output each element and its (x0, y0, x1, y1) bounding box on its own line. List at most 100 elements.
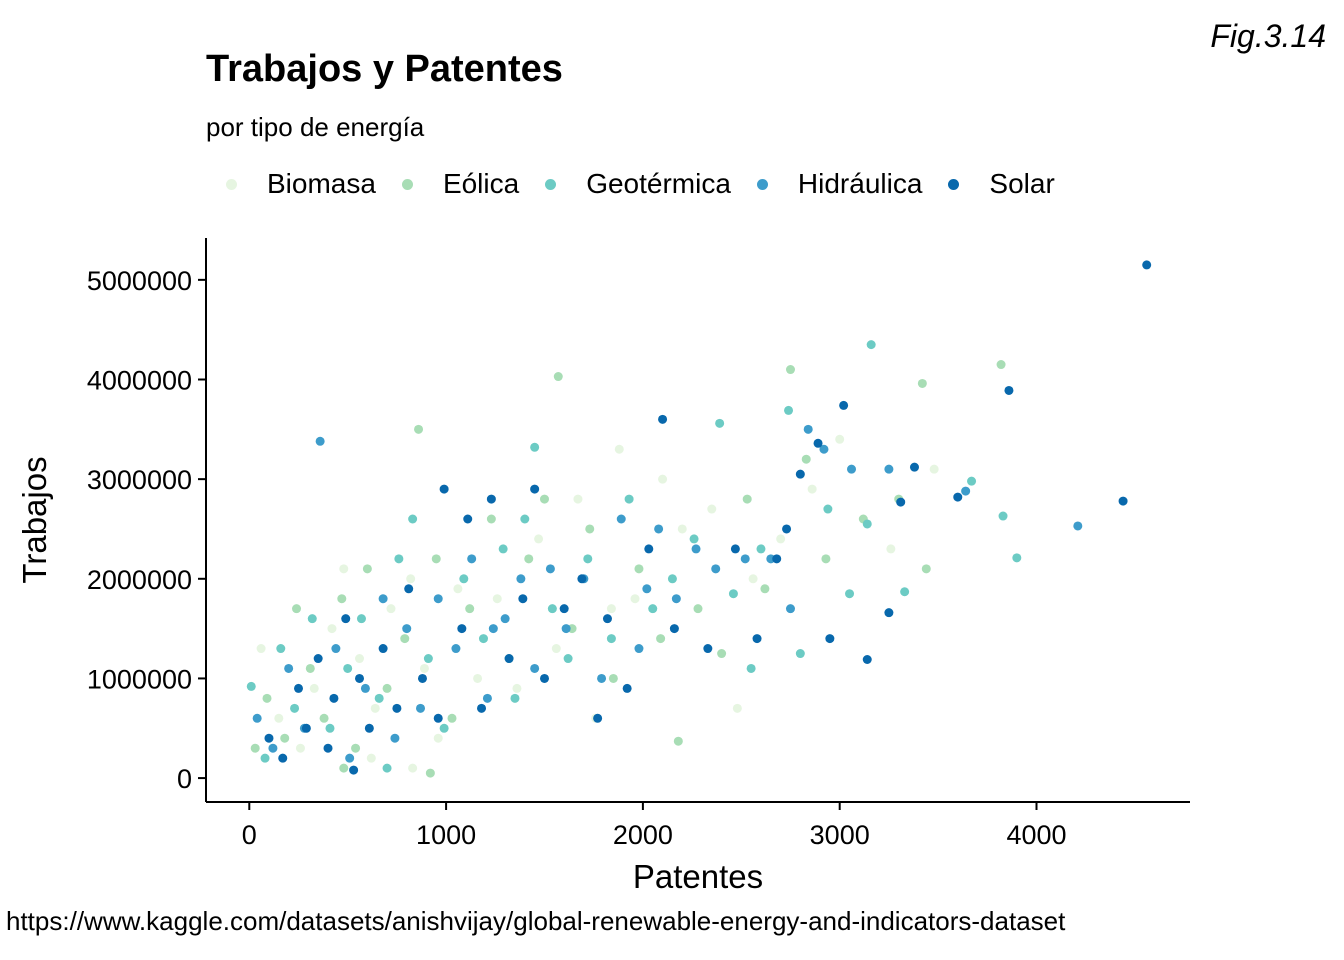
point-biomasa (748, 574, 758, 584)
point-hidraulica (500, 614, 510, 624)
point-biomasa (339, 564, 349, 574)
point-solar (602, 614, 612, 624)
point-geotermica (423, 654, 433, 664)
point-biomasa (406, 574, 416, 584)
point-hidraulica (654, 524, 664, 534)
point-biomasa (835, 434, 845, 444)
point-biomasa (256, 644, 266, 654)
point-eolica (337, 594, 347, 604)
point-solar (862, 655, 872, 665)
y-axis-title: Trabajos (16, 456, 53, 583)
point-biomasa (658, 474, 668, 484)
point-hidraulica (691, 544, 701, 554)
point-hidraulica (516, 574, 526, 584)
point-solar (457, 624, 467, 634)
legend-label-hidraulica: Hidráulica (797, 168, 923, 199)
point-biomasa (807, 484, 817, 494)
point-biomasa (534, 534, 544, 544)
point-solar (752, 634, 762, 644)
point-biomasa (551, 644, 561, 654)
point-geotermica (866, 340, 876, 350)
point-solar (504, 654, 514, 664)
point-geotermica (746, 663, 756, 673)
point-hidraulica (803, 424, 813, 434)
point-hidraulica (847, 464, 857, 474)
point-eolica (634, 564, 644, 574)
point-geotermica (439, 723, 449, 733)
point-eolica (693, 604, 703, 614)
point-solar (439, 484, 449, 494)
point-solar (1118, 496, 1128, 506)
point-hidraulica (416, 703, 426, 713)
point-solar (518, 594, 528, 604)
point-geotermica (530, 442, 540, 452)
point-hidraulica (785, 604, 795, 614)
point-biomasa (370, 703, 380, 713)
point-geotermica (356, 614, 366, 624)
point-hidraulica (345, 753, 355, 763)
point-solar (730, 544, 740, 554)
point-solar (392, 703, 402, 713)
point-geotermica (624, 494, 634, 504)
legend-label-geotermica: Geotérmica (586, 168, 731, 199)
point-hidraulica (545, 564, 555, 574)
point-eolica (801, 454, 811, 464)
point-eolica (414, 424, 424, 434)
point-geotermica (547, 604, 557, 614)
point-biomasa (366, 753, 376, 763)
point-hidraulica (561, 624, 571, 634)
point-geotermica (307, 614, 317, 624)
point-hidraulica (884, 464, 894, 474)
point-geotermica (689, 534, 699, 544)
point-hidraulica (616, 514, 626, 524)
point-eolica (917, 378, 927, 388)
point-eolica (742, 494, 752, 504)
point-eolica (425, 768, 435, 778)
point-hidraulica (433, 594, 443, 604)
point-geotermica (325, 723, 335, 733)
point-hidraulica (597, 673, 607, 683)
legend-label-eolica: Eólica (442, 168, 520, 199)
point-eolica (673, 736, 683, 746)
point-solar (1142, 260, 1152, 270)
point-eolica (319, 713, 329, 723)
y-tick-label: 4000000 (87, 365, 192, 395)
point-solar (264, 733, 274, 743)
point-solar (313, 654, 323, 664)
point-hidraulica (268, 743, 278, 753)
point-biomasa (386, 604, 396, 614)
y-tick-label: 3000000 (87, 465, 192, 495)
point-solar (349, 765, 359, 775)
point-biomasa (473, 673, 483, 683)
point-geotermica (648, 604, 658, 614)
point-hidraulica (482, 693, 492, 703)
point-hidraulica (315, 436, 325, 446)
point-eolica (280, 733, 290, 743)
point-hidraulica (961, 486, 971, 496)
point-biomasa (295, 743, 305, 753)
point-solar (301, 723, 311, 733)
point-hidraulica (402, 624, 412, 634)
point-biomasa (614, 444, 624, 454)
point-biomasa (512, 683, 522, 693)
point-hidraulica (671, 594, 681, 604)
point-geotermica (756, 544, 766, 554)
point-solar (703, 644, 713, 654)
point-solar (644, 544, 654, 554)
point-eolica (250, 743, 260, 753)
point-hidraulica (819, 444, 829, 454)
point-solar (378, 644, 388, 654)
legend-marker-solar (948, 178, 960, 190)
point-eolica (585, 524, 595, 534)
point-biomasa (929, 464, 939, 474)
point-geotermica (374, 693, 384, 703)
point-biomasa (433, 733, 443, 743)
x-axis-title: Patentes (633, 858, 763, 895)
point-hidraulica (390, 733, 400, 743)
point-solar (782, 524, 792, 534)
point-eolica (305, 663, 315, 673)
point-eolica (717, 649, 727, 659)
point-solar (293, 683, 303, 693)
point-geotermica (459, 574, 469, 584)
